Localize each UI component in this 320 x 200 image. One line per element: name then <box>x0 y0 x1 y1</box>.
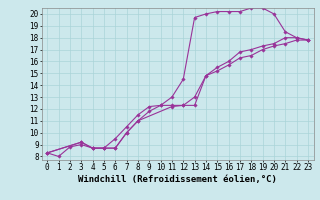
X-axis label: Windchill (Refroidissement éolien,°C): Windchill (Refroidissement éolien,°C) <box>78 175 277 184</box>
